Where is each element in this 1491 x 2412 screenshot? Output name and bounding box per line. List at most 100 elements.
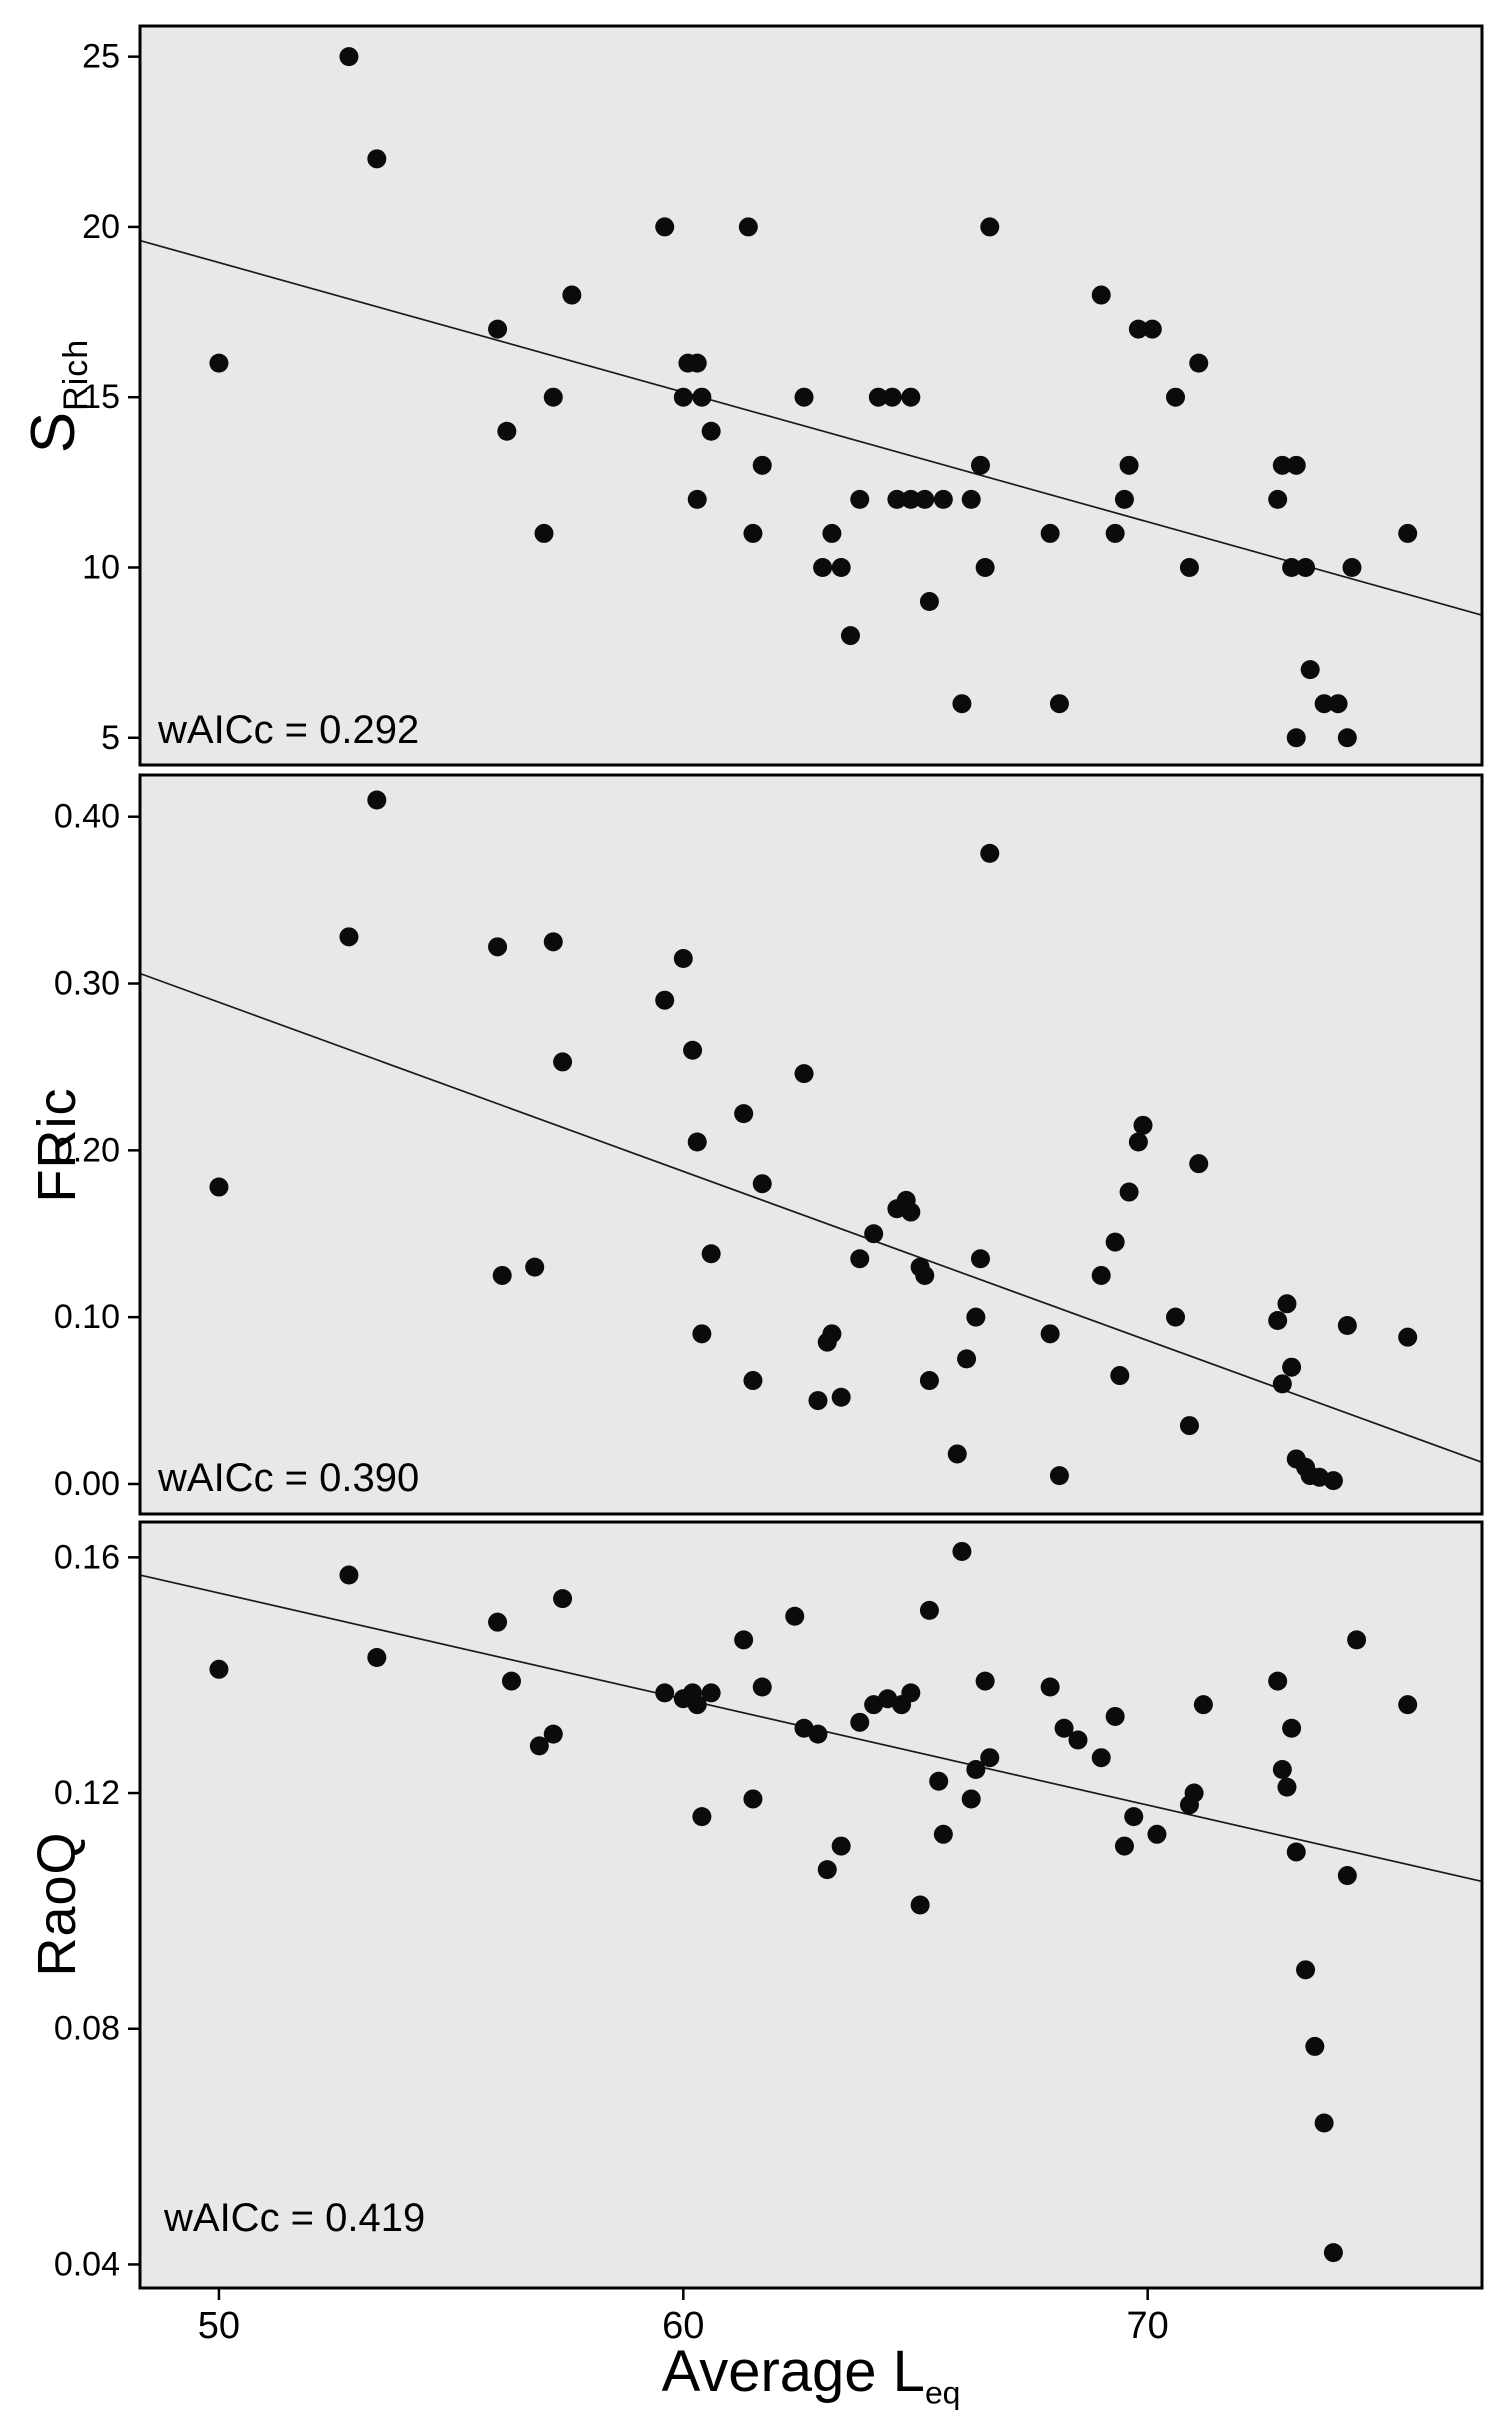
data-point [738, 217, 758, 237]
data-point [1268, 489, 1288, 509]
data-point [692, 387, 712, 407]
data-point [1114, 1836, 1134, 1856]
data-point [1268, 1310, 1288, 1330]
scatter-panel-fric: 0.00 0.10 0.20 0.30 0.40 [54, 773, 1484, 1516]
x-tick-label: 60 [662, 2305, 704, 2347]
data-point [1296, 557, 1316, 577]
data-point [961, 1789, 981, 1809]
y-tick-label: 0.08 [54, 2010, 120, 2048]
y-axis-title-srich: SRich [18, 339, 96, 454]
panel-border [138, 773, 1484, 1516]
panel-border [138, 24, 1484, 767]
y-axis-label-main: S [18, 410, 88, 454]
data-point [850, 1712, 870, 1732]
y-axis-label-main: FRic [27, 1087, 87, 1203]
data-point [687, 1132, 707, 1152]
y-axis-label-main: RaoQ [27, 1831, 87, 1977]
data-point [1068, 1730, 1088, 1750]
data-point [915, 489, 935, 509]
y-tick-label: 25 [82, 38, 120, 76]
y-axis-title-fric: FRic [26, 1088, 88, 1203]
data-point [1347, 1630, 1367, 1650]
data-point [339, 47, 359, 67]
data-point [1296, 1960, 1316, 1980]
data-point [970, 455, 990, 475]
data-point [1300, 660, 1320, 680]
data-point [1133, 1115, 1153, 1135]
data-point [1337, 1866, 1357, 1886]
data-point [975, 1671, 995, 1691]
data-point [822, 1324, 842, 1344]
y-tick-label: 0.00 [54, 1465, 120, 1503]
data-point [687, 353, 707, 373]
data-point [808, 1724, 828, 1744]
data-point [919, 1371, 939, 1391]
data-point [919, 1600, 939, 1620]
data-point [1189, 1154, 1209, 1174]
data-point [1398, 1695, 1418, 1715]
data-point [915, 1265, 935, 1285]
data-point [752, 1174, 772, 1194]
data-point [687, 489, 707, 509]
data-point [808, 1391, 828, 1411]
data-point [655, 1683, 675, 1703]
data-point [1398, 1327, 1418, 1347]
data-point [970, 1249, 990, 1269]
data-point [868, 387, 888, 407]
data-point [1314, 2113, 1334, 2133]
trend-line [139, 972, 1483, 1464]
data-point [794, 387, 814, 407]
data-point [701, 1683, 721, 1703]
data-point [1179, 557, 1199, 577]
data-point [1323, 2243, 1343, 2263]
data-point [687, 1695, 707, 1715]
data-point [1328, 694, 1348, 714]
data-point [209, 1177, 229, 1197]
data-point [817, 1860, 837, 1880]
data-point [1337, 728, 1357, 748]
y-tick-label: 20 [82, 208, 120, 246]
y-axis-title-raoq: RaoQ [26, 1831, 88, 1976]
waicc-annotation-srich: wAICc = 0.292 [158, 708, 420, 752]
data-point [543, 932, 563, 952]
y-tick-label: 0.20 [54, 1131, 120, 1169]
data-point [752, 1677, 772, 1697]
data-point [488, 1612, 508, 1632]
data-point [743, 1789, 763, 1809]
data-point [367, 790, 387, 810]
data-point [1124, 1807, 1144, 1827]
data-point [209, 1659, 229, 1679]
data-point [1323, 1471, 1343, 1491]
data-point [1272, 455, 1292, 475]
data-point [1314, 694, 1334, 714]
data-point [1091, 1748, 1111, 1768]
data-point [901, 1683, 921, 1703]
data-point [1398, 523, 1418, 543]
data-point [864, 1224, 884, 1244]
data-point [1119, 1182, 1139, 1202]
data-point [975, 557, 995, 577]
data-point [1054, 1718, 1074, 1738]
y-axis-label-sub: Rich [57, 338, 96, 411]
data-point [692, 1324, 712, 1344]
data-point [1105, 1706, 1125, 1726]
data-point [529, 1736, 549, 1756]
waicc-annotation-fric: wAICc = 0.390 [158, 1456, 420, 1500]
data-point [980, 217, 1000, 237]
data-point [209, 353, 229, 373]
plot-background [140, 1522, 1482, 2288]
data-point [1114, 489, 1134, 509]
data-point [1091, 1265, 1111, 1285]
data-point [1184, 1783, 1204, 1803]
data-point [919, 592, 939, 612]
data-point [850, 1249, 870, 1269]
data-point [831, 557, 851, 577]
y-tick-label: 0.16 [54, 1538, 120, 1576]
data-point [553, 1052, 573, 1072]
data-point [497, 421, 517, 441]
data-point [933, 1824, 953, 1844]
data-point [488, 319, 508, 339]
data-point [1128, 1132, 1148, 1152]
data-point [1189, 353, 1209, 373]
data-point [339, 927, 359, 947]
